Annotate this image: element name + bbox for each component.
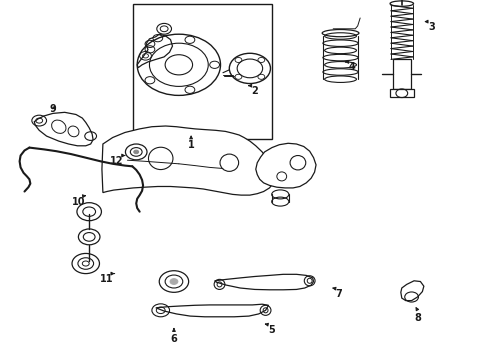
Polygon shape (137, 34, 172, 68)
Polygon shape (215, 274, 314, 290)
Polygon shape (156, 304, 269, 317)
Text: 7: 7 (336, 289, 343, 300)
Bar (393, 59, 411, 89)
Text: 11: 11 (100, 274, 114, 284)
Text: 12: 12 (110, 156, 123, 166)
Text: 3: 3 (429, 22, 436, 32)
Bar (390, 89, 414, 97)
Bar (133, 4, 272, 139)
Polygon shape (102, 126, 274, 195)
Text: 8: 8 (415, 313, 421, 323)
Polygon shape (34, 112, 93, 146)
Text: 5: 5 (269, 325, 275, 335)
Polygon shape (401, 281, 424, 301)
Circle shape (134, 150, 139, 154)
Circle shape (170, 279, 178, 284)
Text: 1: 1 (188, 140, 195, 150)
Text: 2: 2 (251, 86, 258, 96)
Text: 9: 9 (49, 104, 56, 114)
Text: 6: 6 (171, 334, 177, 344)
Text: 4: 4 (348, 62, 355, 72)
Text: 10: 10 (72, 197, 85, 207)
Polygon shape (256, 143, 316, 188)
